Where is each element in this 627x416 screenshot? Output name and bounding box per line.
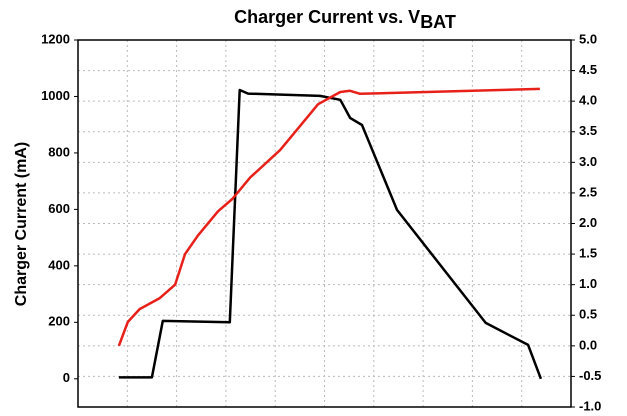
y2-tick-label: 2.0	[579, 215, 597, 230]
y2-tick-label: 2.5	[579, 184, 597, 199]
series-line	[117, 87, 540, 347]
y-tick-label: 200	[48, 314, 70, 329]
y-tick-label: 1000	[41, 88, 70, 103]
title-main: Charger Current vs. V	[234, 7, 420, 27]
y2-tick-label: 5.0	[579, 31, 597, 46]
y2-tick-label: -0.5	[579, 368, 601, 383]
y-axis-label: Charger Current (mA)	[13, 142, 30, 306]
y-tick-label: 600	[48, 201, 70, 216]
y-tick-label: 400	[48, 257, 70, 272]
series-line	[118, 88, 543, 380]
y2-tick-label: 1.0	[579, 276, 597, 291]
y2-tick-label: -1.0	[579, 398, 601, 413]
y-tick-label: 1200	[41, 31, 70, 46]
y-tick-label: 800	[48, 144, 70, 159]
y2-tick-label: 1.5	[579, 246, 597, 261]
y2-tick-label: 3.0	[579, 154, 597, 169]
y2-tick-label: 3.5	[579, 123, 597, 138]
y2-tick-label: 0.0	[579, 337, 597, 352]
y2-tick-label: 4.5	[579, 62, 597, 77]
chart-title: Charger Current vs. VBAT	[234, 7, 456, 32]
y2-tick-label: 4.0	[579, 93, 597, 108]
plot-frame	[77, 39, 572, 408]
y-tick-label: 0	[63, 370, 70, 385]
y2-tick-label: 0.5	[579, 307, 597, 322]
title-subscript: BAT	[420, 12, 456, 32]
